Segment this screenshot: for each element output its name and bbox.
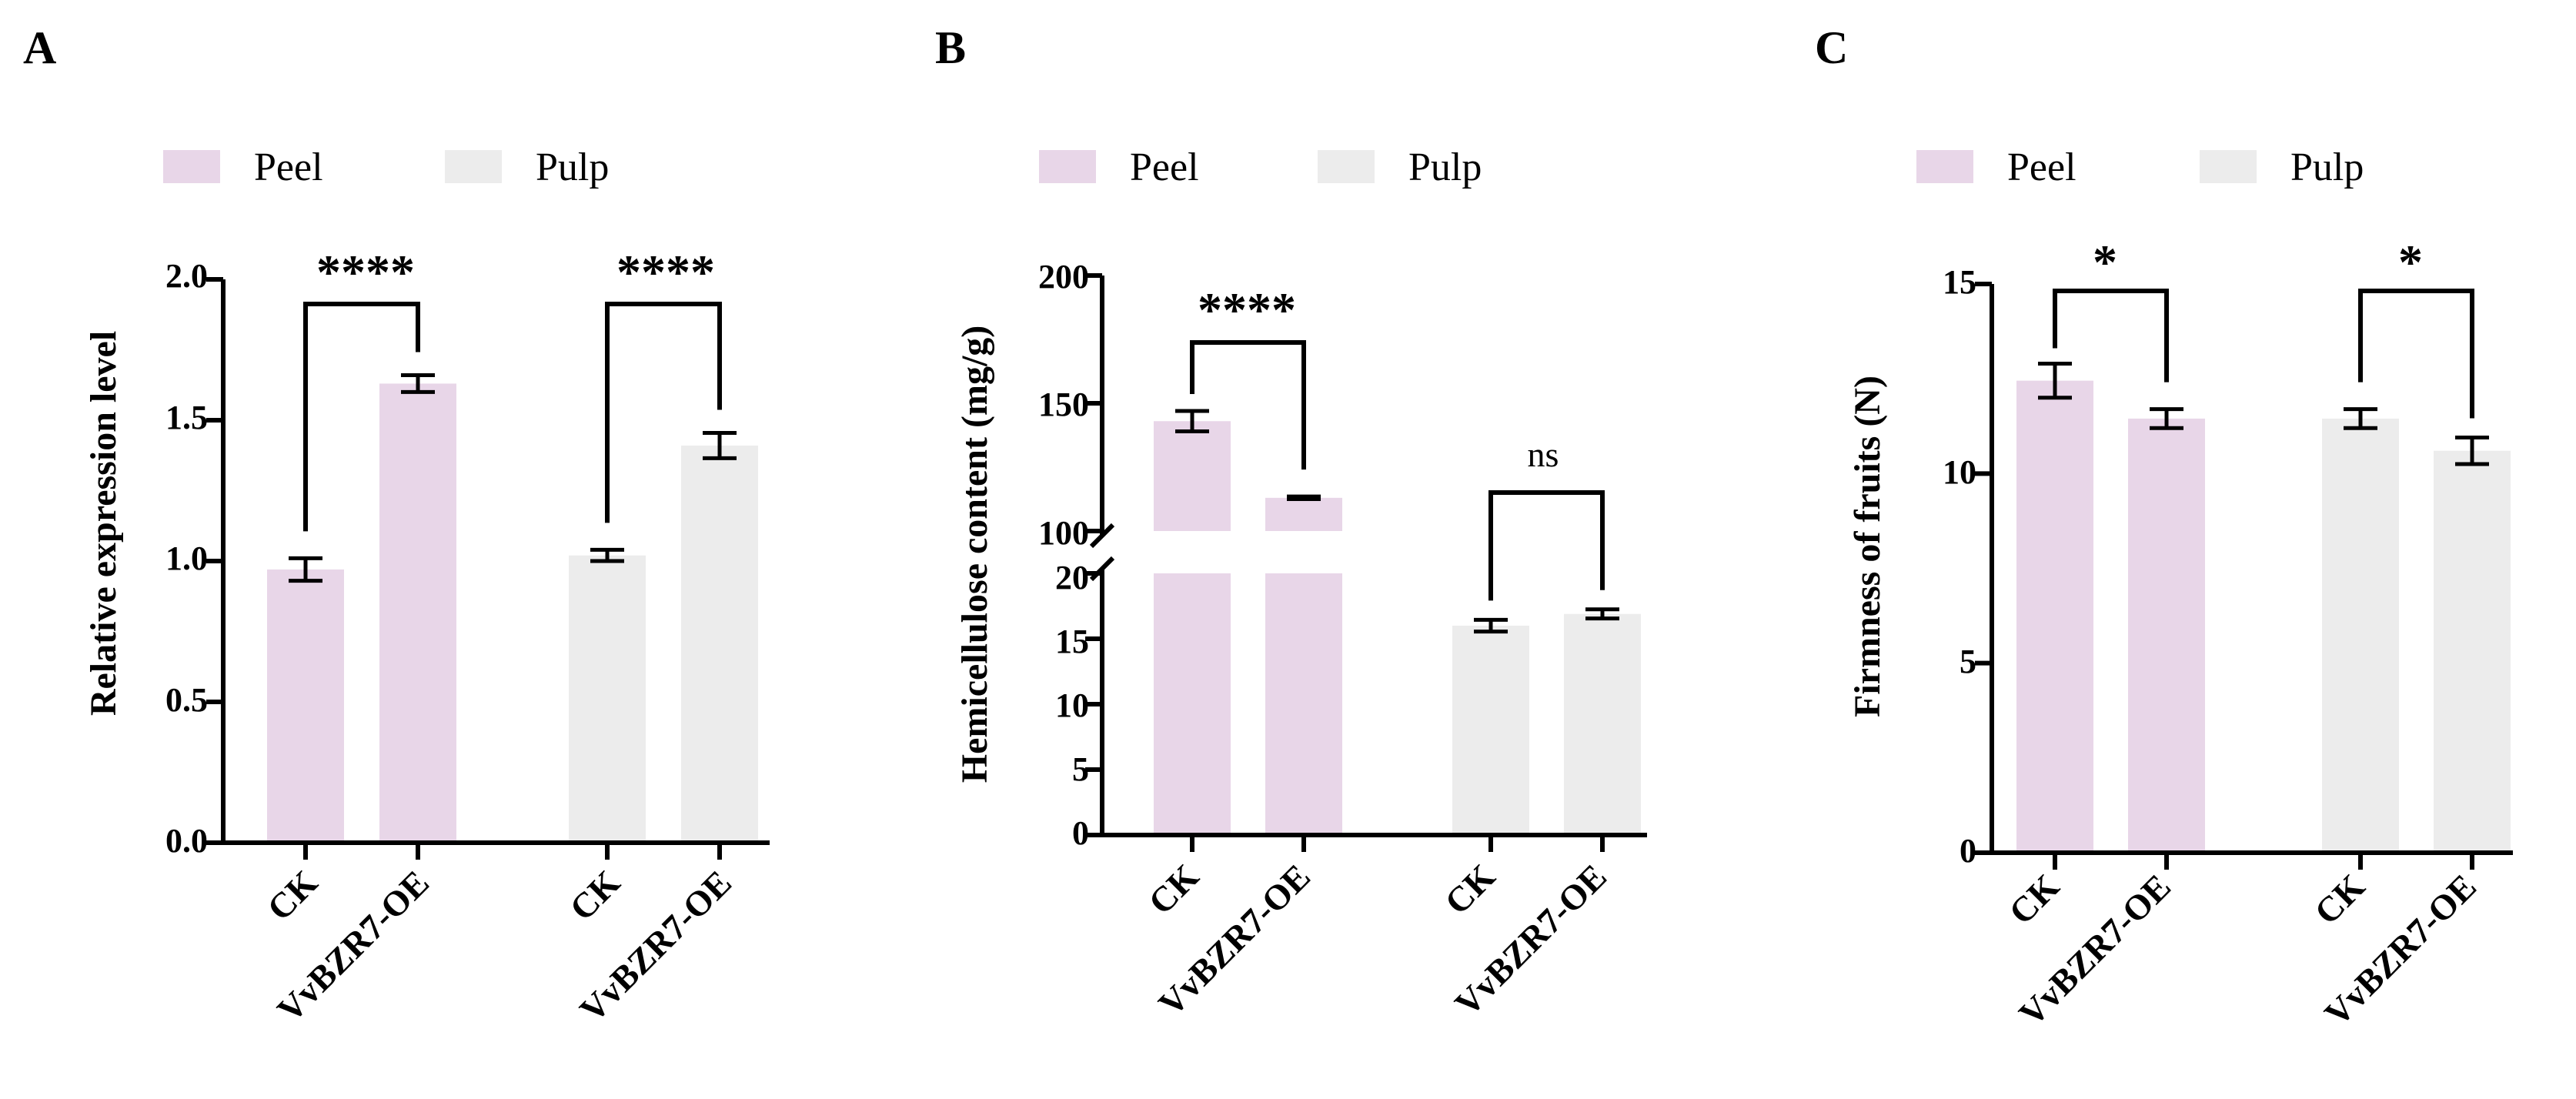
y-tick-label: 5 <box>1072 750 1089 788</box>
legend-swatch-peel <box>1039 150 1096 183</box>
y-tick-label: 0 <box>1072 814 1089 852</box>
error-bar <box>1474 617 1508 634</box>
error-bar <box>590 547 624 563</box>
panel-letter-b: B <box>935 22 966 73</box>
legend-swatch-pulp <box>2200 150 2257 183</box>
bar-a-peel-ck <box>267 569 344 843</box>
legend-swatch-peel <box>163 150 220 183</box>
significance-label: **** <box>1198 282 1296 337</box>
error-bar <box>401 372 435 394</box>
significance-bracket <box>2053 289 2169 382</box>
y-tick-label: 100 <box>1038 514 1089 552</box>
legend-label-peel: Peel <box>254 145 323 189</box>
bar-c-pulp-ck <box>2322 418 2399 853</box>
bar-b-peel-oe-lower <box>1265 573 1342 835</box>
y-axis-label: Relative expression level <box>83 331 124 716</box>
significance-bracket <box>2358 289 2474 419</box>
x-tick-label: CK <box>562 863 627 928</box>
significance-label: ns <box>1528 435 1559 474</box>
bar-b-peel-ck-upper <box>1154 421 1231 531</box>
y-axis-label: Firmness of fruits (N) <box>1847 376 1888 717</box>
bar-a-pulp-oe <box>681 445 758 843</box>
bar-b-peel-ck-lower <box>1154 573 1231 835</box>
bar-b-pulp-ck <box>1452 626 1529 835</box>
bar-c-pulp-oe <box>2434 450 2511 853</box>
legend-swatch-pulp <box>445 150 502 183</box>
error-bar <box>1287 494 1321 501</box>
panel-c: C Peel Pulp Firmness of fruits (N) 0 5 1… <box>1815 22 2513 1034</box>
y-tick-label: 5 <box>1960 643 1976 680</box>
y-tick-label: 15 <box>1055 623 1089 660</box>
bar-c-peel-ck <box>2016 380 2093 853</box>
x-tick-label: CK <box>1437 857 1502 922</box>
legend-label-pulp: Pulp <box>1408 145 1482 189</box>
y-tick-label: 10 <box>1943 453 1976 491</box>
axes <box>1085 273 1647 852</box>
y-tick-label: 200 <box>1038 258 1089 296</box>
axis-break-mark <box>1089 523 1115 582</box>
significance-bracket <box>1488 490 1605 601</box>
bar-a-pulp-ck <box>569 555 646 843</box>
legend-label-pulp: Pulp <box>536 145 609 189</box>
y-tick-label: 0 <box>1960 832 1976 870</box>
significance-bracket <box>303 302 420 532</box>
error-bar <box>1175 409 1209 434</box>
legend-label-pulp: Pulp <box>2290 145 2364 189</box>
y-tick-label: 150 <box>1038 386 1089 423</box>
x-tick-label: CK <box>1141 857 1206 922</box>
axes <box>206 277 770 860</box>
bar-a-peel-oe <box>379 383 456 843</box>
y-tick-label: 10 <box>1055 686 1089 724</box>
x-tick-label: CK <box>2001 867 2066 932</box>
significance-bracket <box>605 302 722 523</box>
error-bar <box>2038 361 2072 400</box>
error-bar <box>2150 407 2183 430</box>
axes <box>1975 282 2513 870</box>
y-tick-label: 1.5 <box>165 399 208 436</box>
legend-label-peel: Peel <box>1130 145 1199 189</box>
panel-letter-a: A <box>23 22 56 73</box>
panel-b: B Peel Pulp Hemicellulose content (mg/g)… <box>935 22 1647 1024</box>
y-tick-label: 2.0 <box>165 257 208 295</box>
legend-label-peel: Peel <box>2007 145 2077 189</box>
legend-swatch-pulp <box>1318 150 1375 183</box>
y-tick-label: 0.5 <box>165 681 208 719</box>
significance-label: **** <box>616 245 715 299</box>
y-tick-label: 1.0 <box>165 539 208 577</box>
error-bar <box>289 556 322 583</box>
significance-label: * <box>2398 235 2423 289</box>
bar-c-peel-oe <box>2128 418 2205 853</box>
legend-swatch-peel <box>1916 150 1973 183</box>
y-tick-label: 20 <box>1055 559 1089 596</box>
error-bar <box>1585 607 1619 621</box>
y-axis-label: Hemicellulose content (mg/g) <box>954 326 995 783</box>
significance-label: * <box>2093 235 2117 289</box>
significance-label: **** <box>316 245 415 299</box>
panel-letter-c: C <box>1815 22 1848 73</box>
y-tick-label: 15 <box>1943 263 1976 301</box>
error-bar <box>2344 407 2377 430</box>
bar-b-peel-oe-upper <box>1265 497 1342 531</box>
x-tick-label: CK <box>259 863 325 928</box>
y-tick-label: 0.0 <box>165 822 208 860</box>
significance-bracket <box>1190 340 1306 470</box>
bar-b-pulp-oe <box>1564 613 1641 835</box>
error-bar <box>2455 436 2489 466</box>
x-tick-label: CK <box>2307 867 2372 932</box>
panel-a: A Peel Pulp Relative expression level 0.… <box>23 22 770 1030</box>
error-bar <box>703 430 737 460</box>
